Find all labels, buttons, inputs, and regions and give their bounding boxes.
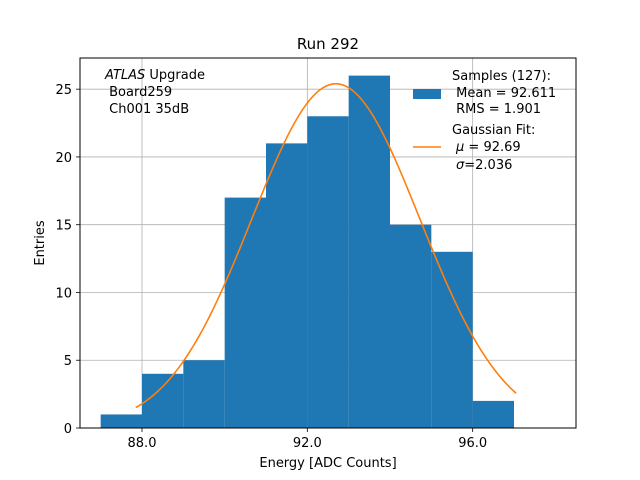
y-tick-label: 5 [64, 354, 72, 369]
y-tick-label: 0 [64, 422, 72, 437]
histogram-bars [100, 75, 514, 429]
histogram-bar [183, 360, 225, 428]
detector-annotation: ATLAS Upgrade Board259 Ch001 35dB [104, 68, 205, 117]
x-tick-label: 88.0 [128, 436, 157, 451]
annotation-line-1: ATLAS Upgrade [104, 68, 205, 83]
legend-fit-title: Gaussian Fit: [452, 123, 535, 138]
histogram-bar [100, 414, 142, 428]
legend-sigma-symbol: σ [456, 158, 465, 173]
legend-samples-title: Samples (127): [452, 69, 551, 84]
annotation-line-3: Ch001 35dB [105, 102, 189, 117]
annotation-upgrade-label: Upgrade [145, 68, 205, 83]
legend-samples-rms: RMS = 1.901 [452, 102, 541, 117]
histogram-bar [307, 116, 349, 429]
legend-mu-value: = 92.69 [464, 140, 520, 155]
x-tick-label: 96.0 [458, 436, 487, 451]
histogram-bar [472, 400, 514, 428]
legend-mu-symbol: μ [455, 140, 464, 155]
histogram-bar [142, 373, 184, 428]
y-tick-label: 20 [55, 151, 72, 166]
histogram-bar [390, 224, 432, 428]
legend-fit-sigma: σ=2.036 [456, 158, 512, 173]
legend-fit-mu: μ = 92.69 [455, 140, 521, 155]
legend-samples-mean: Mean = 92.611 [452, 86, 556, 101]
annotation-line-2: Board259 [105, 85, 172, 100]
legend-sigma-value: =2.036 [464, 158, 512, 173]
x-tick-label: 92.0 [293, 436, 322, 451]
annotation-atlas-label: ATLAS [104, 68, 145, 83]
histogram-bar [348, 75, 390, 428]
histogram-bar [266, 143, 308, 428]
y-tick-label: 10 [55, 286, 72, 301]
plot-frame [79, 57, 577, 429]
y-tick-label: 25 [55, 83, 72, 98]
y-axis-label: Entries [33, 220, 48, 266]
histogram-bar [431, 251, 473, 428]
histogram-bar [224, 197, 266, 428]
axis-ticks: 88.0 92.0 96.0 0 5 10 15 20 25 [55, 83, 487, 451]
y-tick-label: 15 [55, 219, 72, 234]
legend: Samples (127): Mean = 92.611 RMS = 1.901… [413, 69, 556, 173]
gaussian-fit-curve [135, 82, 517, 409]
chart-title: Run 292 [297, 35, 359, 53]
gaussian-fit [135, 82, 517, 409]
x-axis-label: Energy [ADC Counts] [259, 456, 396, 471]
legend-samples-swatch [413, 89, 441, 99]
